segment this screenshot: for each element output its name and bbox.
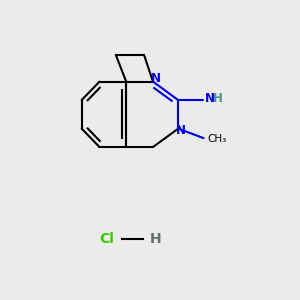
Text: H: H [150, 232, 162, 246]
Text: H: H [213, 92, 223, 105]
Text: Cl: Cl [100, 232, 114, 246]
Text: N: N [176, 124, 186, 137]
Text: CH₃: CH₃ [208, 134, 227, 144]
Text: N: N [205, 92, 215, 105]
Text: N: N [151, 72, 161, 85]
